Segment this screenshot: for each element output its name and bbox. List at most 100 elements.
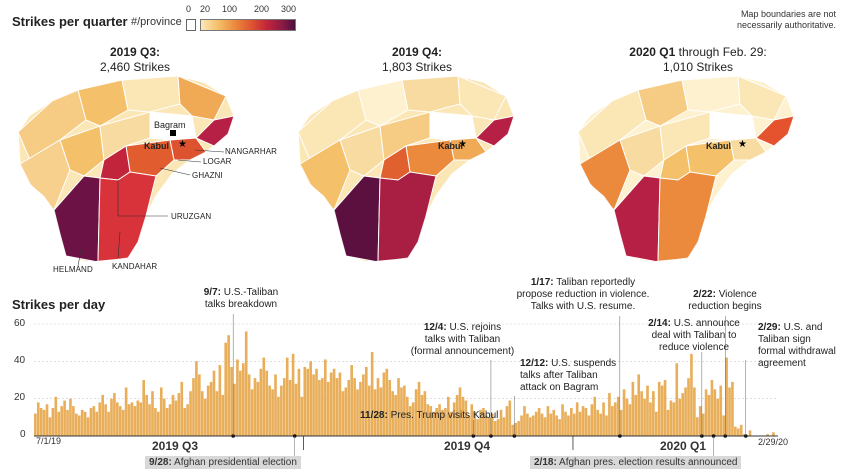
day-bar [517, 421, 520, 436]
day-bar [485, 415, 488, 436]
day-bar [496, 419, 500, 436]
leader-line [117, 180, 168, 217]
day-bar [470, 404, 474, 436]
day-bar [672, 402, 676, 436]
map-title-2019-q3: 2019 Q3: 2,460 Strikes [45, 45, 225, 75]
day-bar [652, 391, 655, 436]
event-text: attack on Bagram [520, 382, 599, 393]
day-bar [529, 417, 532, 436]
province-ghor [59, 125, 105, 177]
leader-line [177, 159, 202, 163]
day-bar [654, 411, 658, 436]
day-bar [130, 402, 134, 436]
event-text: U.S.-Taliban [223, 287, 279, 298]
day-bar [280, 385, 283, 436]
day-bar [189, 391, 192, 436]
event-text: talks with Taliban [424, 334, 501, 345]
map-title-2020-q1: 2020 Q1 through Feb. 29: 1,010 Strikes [598, 45, 798, 75]
province-north [401, 76, 461, 113]
event-dec-12: 12/12: U.S. suspends talks after Taliban… [520, 358, 625, 394]
event-text: Violence [718, 289, 757, 300]
day-bar [581, 406, 585, 436]
day-bar [534, 411, 538, 436]
event-nov-28: 11/28: Pres. Trump visits Kabul [360, 410, 520, 422]
chart-axis [34, 314, 778, 456]
day-bar [464, 400, 468, 436]
day-bar [151, 391, 154, 436]
event-text: U.S. rejoins [449, 322, 502, 333]
province-central [659, 111, 711, 161]
day-bar [722, 415, 725, 436]
day-bar [444, 408, 447, 436]
province-northwest [637, 79, 689, 127]
day-bar [584, 408, 588, 436]
day-bar [77, 415, 81, 436]
event-feb-29: 2/29: U.S. and Taliban sign formal withd… [758, 322, 844, 370]
day-bar [329, 372, 333, 436]
day-bar [48, 417, 52, 436]
event-date: 1/17: [530, 277, 554, 288]
leader-line [194, 149, 225, 153]
day-bar [423, 391, 427, 436]
quarter-label-q3: 2019 Q3 [152, 439, 199, 453]
event-text: reduce violence [658, 342, 730, 353]
day-bar [505, 406, 509, 436]
event-text: formal withdrawal [758, 346, 836, 357]
day-bar [552, 409, 556, 436]
day-bar [244, 331, 248, 436]
day-bar [285, 357, 289, 436]
day-bar [69, 398, 72, 436]
day-bar [572, 413, 576, 436]
day-bar [634, 394, 638, 436]
event-date: 2/18: [534, 457, 557, 468]
day-bar [447, 396, 450, 436]
event-text: talks after Taliban [520, 370, 598, 381]
province-nangarhar [195, 115, 234, 147]
day-bar [303, 366, 307, 436]
day-bar [104, 404, 107, 436]
day-bar [294, 383, 298, 436]
day-bar [540, 413, 544, 436]
map-2019-q4: ★ [297, 75, 515, 263]
day-bar [564, 411, 567, 436]
day-bar [227, 335, 230, 436]
label-kabul: Kabul [144, 141, 170, 151]
day-bar [646, 385, 649, 436]
day-bar [549, 413, 553, 436]
quarter-label-q1: 2020 Q1 [660, 439, 707, 453]
label-helmand: HELMAND [53, 265, 93, 274]
leader-line [117, 231, 121, 259]
event-date: 2/29: [758, 322, 781, 333]
day-bar [57, 411, 61, 436]
day-bar [332, 368, 336, 436]
day-bar [526, 413, 529, 436]
map-quarter: 2020 Q1 [629, 45, 676, 59]
day-bar [493, 421, 497, 436]
province-northwest [77, 79, 129, 127]
day-bar [687, 378, 690, 436]
day-bar [39, 408, 43, 436]
day-bar [42, 409, 46, 436]
day-bar [608, 393, 611, 436]
map-title-2019-q4: 2019 Q4: 1,803 Strikes [327, 45, 507, 75]
day-bar [385, 368, 389, 436]
day-bar [616, 396, 620, 436]
day-bar [186, 404, 189, 436]
day-bar [637, 374, 641, 436]
day-bar [230, 366, 233, 436]
province-northeast [177, 76, 227, 121]
day-bar [101, 394, 104, 436]
day-bar [660, 385, 664, 436]
label-kabul-q1: Kabul [706, 141, 732, 151]
day-bar [438, 404, 441, 436]
day-bar [157, 411, 160, 436]
day-bar [476, 419, 479, 436]
map-quarter: 2019 Q3: [109, 45, 161, 59]
day-bar [625, 398, 629, 436]
province-northeast [457, 76, 507, 121]
day-bar [514, 422, 518, 436]
day-bar [461, 396, 465, 436]
day-bar [543, 417, 547, 436]
province-central [379, 111, 431, 161]
event-date: 9/28: [149, 457, 172, 468]
